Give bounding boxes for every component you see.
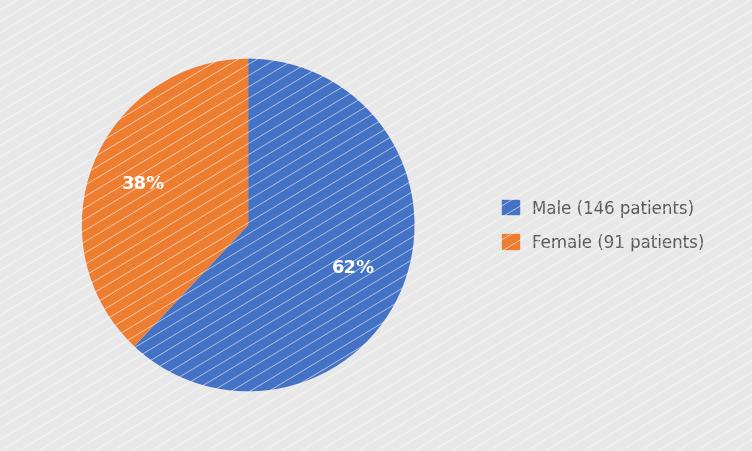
Legend: Male (146 patients), Female (91 patients): Male (146 patients), Female (91 patients…: [485, 183, 721, 268]
Wedge shape: [82, 60, 248, 346]
Wedge shape: [135, 60, 414, 391]
Text: 62%: 62%: [332, 258, 375, 276]
Text: 38%: 38%: [121, 175, 165, 193]
